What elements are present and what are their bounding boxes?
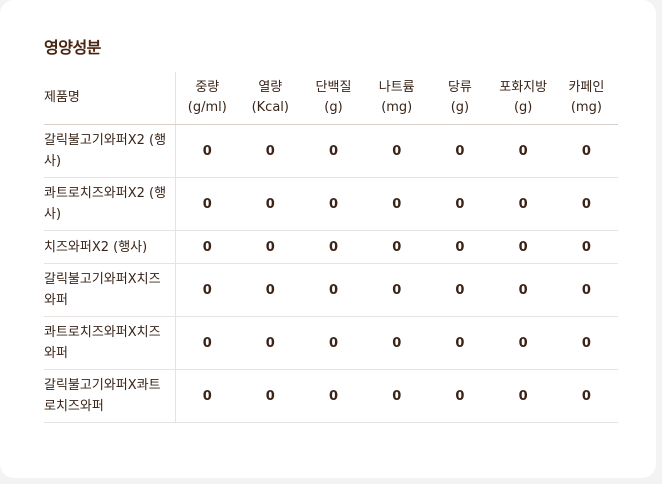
col-header-calories: 열량 (Kcal) [238, 72, 302, 125]
sodium-value: 0 [365, 369, 429, 423]
protein-value: 0 [301, 369, 366, 423]
sugar-value: 0 [428, 230, 492, 264]
sodium-value: 0 [365, 124, 429, 178]
saturated-fat-value: 0 [491, 177, 555, 231]
product-name: 갈릭불고기와퍼X치즈와퍼 [44, 263, 176, 317]
product-name: 갈릭불고기와퍼X콰트로치즈와퍼 [44, 369, 176, 423]
saturated-fat-value: 0 [491, 124, 555, 178]
calories-value: 0 [238, 124, 302, 178]
weight-value: 0 [175, 263, 239, 317]
weight-value: 0 [175, 177, 239, 231]
caffeine-value: 0 [554, 263, 618, 317]
saturated-fat-value: 0 [491, 263, 555, 317]
col-header-saturated-fat: 포화지방 (g) [491, 72, 555, 125]
sugar-value: 0 [428, 177, 492, 231]
col-header-product-name: 제품명 [44, 72, 176, 125]
sodium-value: 0 [365, 230, 429, 264]
weight-value: 0 [175, 369, 239, 423]
sugar-value: 0 [428, 316, 492, 370]
sugar-value: 0 [428, 124, 492, 178]
col-header-protein: 단백질 (g) [301, 72, 366, 125]
table-row: 갈릭불고기와퍼X2 (행사) 0 0 0 0 0 0 0 [44, 124, 618, 178]
table-header-row: 제품명 중량 (g/ml) 열량 (Kcal) 단백질 (g) 나트륨 (mg) 당류(… [44, 72, 618, 125]
calories-value: 0 [238, 369, 302, 423]
protein-value: 0 [301, 316, 366, 370]
product-name: 콰트로치즈와퍼X치즈와퍼 [44, 316, 176, 370]
section-title: 영양성분 [44, 38, 101, 57]
sugar-value: 0 [428, 263, 492, 317]
nutrition-card: 영양성분 제품명 중량 (g/ml) 열량 (Kcal) 단백질 (g) 나트륨 (mg… [0, 0, 656, 478]
saturated-fat-value: 0 [491, 230, 555, 264]
caffeine-value: 0 [554, 124, 618, 178]
sodium-value: 0 [365, 177, 429, 231]
table-row: 치즈와퍼X2 (행사) 0 0 0 0 0 0 0 [44, 230, 618, 264]
sugar-value: 0 [428, 369, 492, 423]
protein-value: 0 [301, 230, 366, 264]
calories-value: 0 [238, 263, 302, 317]
table-row: 갈릭불고기와퍼X치즈와퍼 0 0 0 0 0 0 0 [44, 263, 618, 317]
table-row: 갈릭불고기와퍼X콰트로치즈와퍼 0 0 0 0 0 0 0 [44, 369, 618, 423]
weight-value: 0 [175, 124, 239, 178]
caffeine-value: 0 [554, 230, 618, 264]
protein-value: 0 [301, 263, 366, 317]
product-name: 갈릭불고기와퍼X2 (행사) [44, 124, 176, 178]
weight-value: 0 [175, 316, 239, 370]
saturated-fat-value: 0 [491, 316, 555, 370]
caffeine-value: 0 [554, 177, 618, 231]
col-header-sugar: 당류 (g) [428, 72, 492, 125]
table-row: 콰트로치즈와퍼X2 (행사) 0 0 0 0 0 0 0 [44, 177, 618, 231]
table-row: 콰트로치즈와퍼X치즈와퍼 0 0 0 0 0 0 0 [44, 316, 618, 370]
calories-value: 0 [238, 230, 302, 264]
caffeine-value: 0 [554, 369, 618, 423]
product-name: 치즈와퍼X2 (행사) [44, 230, 176, 264]
col-header-caffeine: 카페인 (mg) [554, 72, 618, 125]
calories-value: 0 [238, 177, 302, 231]
sodium-value: 0 [365, 316, 429, 370]
saturated-fat-value: 0 [491, 369, 555, 423]
product-name: 콰트로치즈와퍼X2 (행사) [44, 177, 176, 231]
col-header-weight: 중량 (g/ml) [175, 72, 239, 125]
sodium-value: 0 [365, 263, 429, 317]
caffeine-value: 0 [554, 316, 618, 370]
protein-value: 0 [301, 124, 366, 178]
col-header-sodium: 나트륨 (mg) [365, 72, 429, 125]
protein-value: 0 [301, 177, 366, 231]
nutrition-table: 제품명 중량 (g/ml) 열량 (Kcal) 단백질 (g) 나트륨 (mg) 당류(… [44, 72, 618, 423]
weight-value: 0 [175, 230, 239, 264]
calories-value: 0 [238, 316, 302, 370]
